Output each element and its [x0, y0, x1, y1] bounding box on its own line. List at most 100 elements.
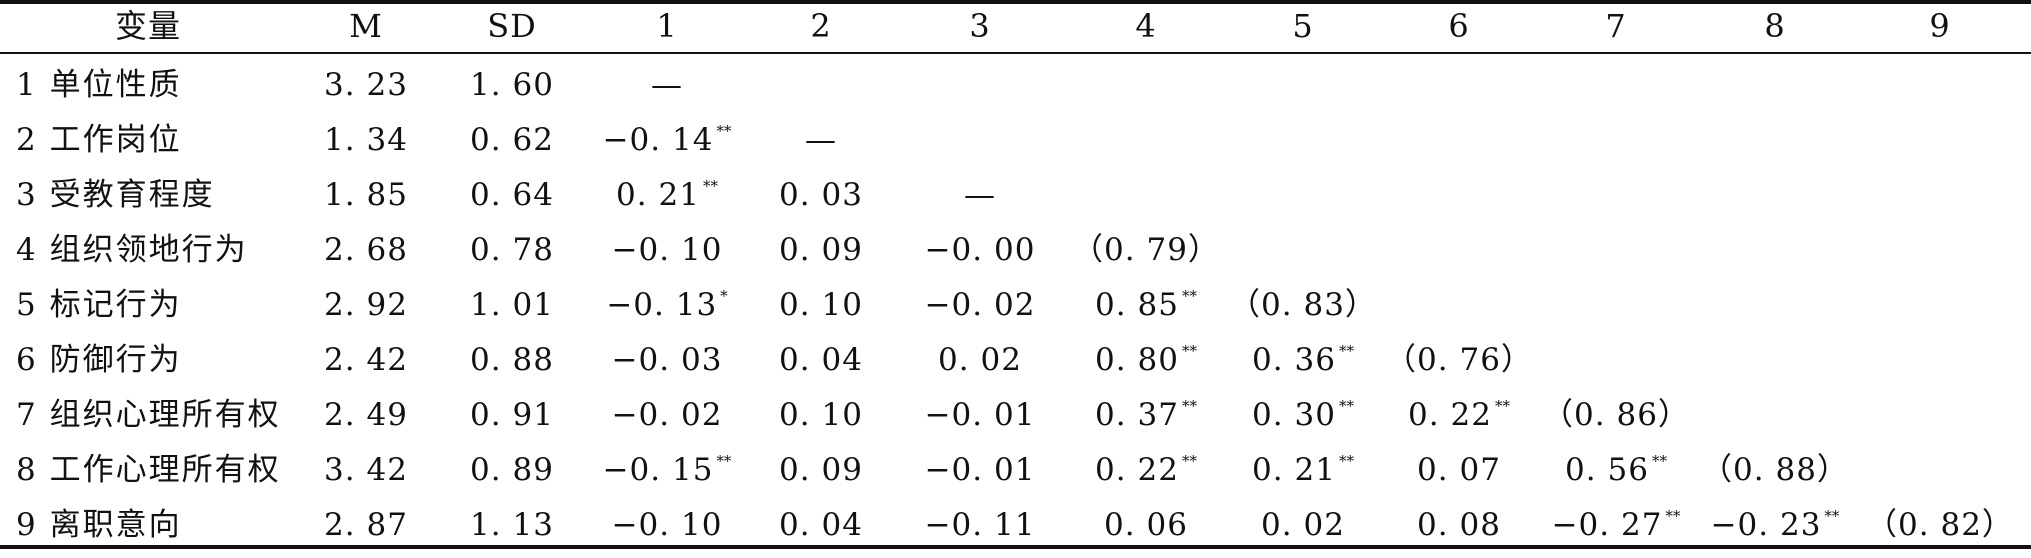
- cell-value: 0. 02: [938, 342, 1022, 378]
- cell-value: −0. 03: [611, 342, 723, 378]
- column-header-col-2: 2: [810, 7, 832, 45]
- column-header-col-7: 7: [1605, 7, 1627, 45]
- column-header-col-4: 4: [1135, 7, 1157, 45]
- significance-marker: **: [702, 177, 718, 195]
- cell-value: 0. 85: [1095, 287, 1179, 323]
- column-header-sd: SD: [487, 7, 537, 45]
- cell-value: −0. 23: [1710, 507, 1822, 543]
- significance-marker: **: [1181, 287, 1197, 305]
- cell-value: 1. 01: [470, 287, 554, 323]
- cell-r1: −0. 10: [612, 498, 723, 553]
- column-header-col-9: 9: [1929, 7, 1951, 45]
- cell-sd: 0. 91: [470, 388, 554, 443]
- cell-value: −0. 27: [1551, 507, 1663, 543]
- cell-value: 0. 36: [1252, 342, 1336, 378]
- cell-r2: 0. 10: [779, 278, 863, 333]
- cell-r8: （0. 88）: [1701, 443, 1849, 498]
- significance-marker: **: [1181, 397, 1197, 415]
- cell-r1: −0. 02: [612, 388, 723, 443]
- cell-value: 0. 21: [616, 177, 700, 213]
- cell-value: 0. 88: [470, 342, 554, 378]
- significance-marker: **: [1665, 507, 1681, 525]
- cell-r3: 0. 02: [938, 333, 1022, 388]
- cell-value: 0. 08: [1417, 507, 1501, 543]
- cell-sd: 1. 01: [470, 278, 554, 333]
- cell-value: （0. 83）: [1229, 287, 1377, 323]
- cell-r9: （0. 82）: [1866, 498, 2014, 553]
- cell-r4: 0. 37 **: [1095, 388, 1197, 443]
- cell-r2: 0. 10: [779, 388, 863, 443]
- significance-marker: **: [1181, 342, 1197, 360]
- column-header-variable: 变量: [114, 7, 182, 45]
- cell-r7: 0. 56 **: [1565, 443, 1667, 498]
- significance-marker: **: [1494, 397, 1510, 415]
- cell-value: 0. 07: [1417, 452, 1501, 488]
- cell-value: 0. 02: [1261, 507, 1345, 543]
- cell-r2: 0. 09: [779, 223, 863, 278]
- cell-mean: 3. 23: [324, 58, 408, 113]
- cell-value: 0. 37: [1095, 397, 1179, 433]
- cell-r1: −0. 03: [612, 333, 723, 388]
- cell-r3: —: [964, 168, 996, 223]
- cell-r3: −0. 01: [925, 388, 1036, 443]
- table-row: 8 工作心理所有权 3. 42 0. 89 −0. 15 ** 0. 09 −0. 01 0.…: [0, 443, 2031, 498]
- cell-value: 0. 04: [779, 507, 863, 543]
- row-label: 1 单位性质: [16, 67, 182, 103]
- cell-value: 0. 06: [1104, 507, 1188, 543]
- cell-r1: −0. 15 **: [603, 443, 732, 498]
- significance-marker: **: [716, 452, 732, 470]
- cell-mean: 2. 87: [324, 498, 408, 553]
- table-row: 7 组织心理所有权 2. 49 0. 91 −0. 02 0. 10 −0. 01 0. 3…: [0, 388, 2031, 443]
- cell-value: 0. 21: [1252, 452, 1336, 488]
- significance-marker: **: [1824, 507, 1840, 525]
- cell-value: 2. 87: [324, 507, 408, 543]
- cell-sd: 1. 13: [470, 498, 554, 553]
- table-header-row: 变量 M SD 1 2 3 4 5 6 7 8 9: [0, 0, 2031, 52]
- significance-marker: **: [1181, 452, 1197, 470]
- cell-value: 3. 23: [324, 67, 408, 103]
- cell-r1: −0. 13 *: [606, 278, 727, 333]
- row-label: 9 离职意向: [16, 507, 182, 543]
- table-row: 9 离职意向 2. 87 1. 13 −0. 10 0. 04 −0. 11 0. 06 0.…: [0, 498, 2031, 553]
- cell-mean: 1. 85: [324, 168, 408, 223]
- row-label: 2 工作岗位: [16, 122, 182, 158]
- cell-value: （0. 82）: [1866, 507, 2014, 543]
- cell-value: 0. 04: [779, 342, 863, 378]
- cell-value: 0. 22: [1408, 397, 1492, 433]
- cell-value: −0. 13: [606, 287, 718, 323]
- cell-r5: 0. 36 **: [1252, 333, 1354, 388]
- table-row: 5 标记行为 2. 92 1. 01 −0. 13 * 0. 10 −0. 02 0. 85 *…: [0, 278, 2031, 333]
- cell-r5: 0. 02: [1261, 498, 1345, 553]
- column-header-col-6: 6: [1448, 7, 1470, 45]
- cell-mean: 3. 42: [324, 443, 408, 498]
- table-row: 3 受教育程度 1. 85 0. 64 0. 21 ** 0. 03 —: [0, 168, 2031, 223]
- cell-r1: −0. 14 **: [603, 113, 732, 168]
- cell-value: —: [651, 67, 683, 103]
- cell-value: 2. 68: [324, 232, 408, 268]
- significance-marker: **: [716, 122, 732, 140]
- cell-value: −0. 02: [924, 287, 1036, 323]
- significance-marker: **: [1651, 452, 1667, 470]
- cell-value: 3. 42: [324, 452, 408, 488]
- cell-r6: 0. 22 **: [1408, 388, 1510, 443]
- cell-r8: −0. 23 **: [1711, 498, 1840, 553]
- cell-r4: （0. 79）: [1072, 223, 1220, 278]
- cell-value: （0. 76）: [1385, 342, 1533, 378]
- cell-value: 1. 85: [324, 177, 408, 213]
- cell-value: −0. 15: [602, 452, 714, 488]
- cell-r2: 0. 09: [779, 443, 863, 498]
- column-header-mean: M: [349, 7, 383, 45]
- cell-r1: 0. 21 **: [616, 168, 718, 223]
- table-row: 6 防御行为 2. 42 0. 88 −0. 03 0. 04 0. 02 0. 80 ** 0…: [0, 333, 2031, 388]
- cell-sd: 0. 89: [470, 443, 554, 498]
- cell-value: 2. 42: [324, 342, 408, 378]
- cell-r6: 0. 08: [1417, 498, 1501, 553]
- row-label: 7 组织心理所有权: [16, 397, 281, 433]
- cell-value: −0. 01: [924, 397, 1036, 433]
- cell-value: −0. 10: [611, 507, 723, 543]
- cell-value: 0. 89: [470, 452, 554, 488]
- cell-r6: （0. 76）: [1385, 333, 1533, 388]
- cell-r1: −0. 10: [612, 223, 723, 278]
- significance-marker: **: [1338, 342, 1354, 360]
